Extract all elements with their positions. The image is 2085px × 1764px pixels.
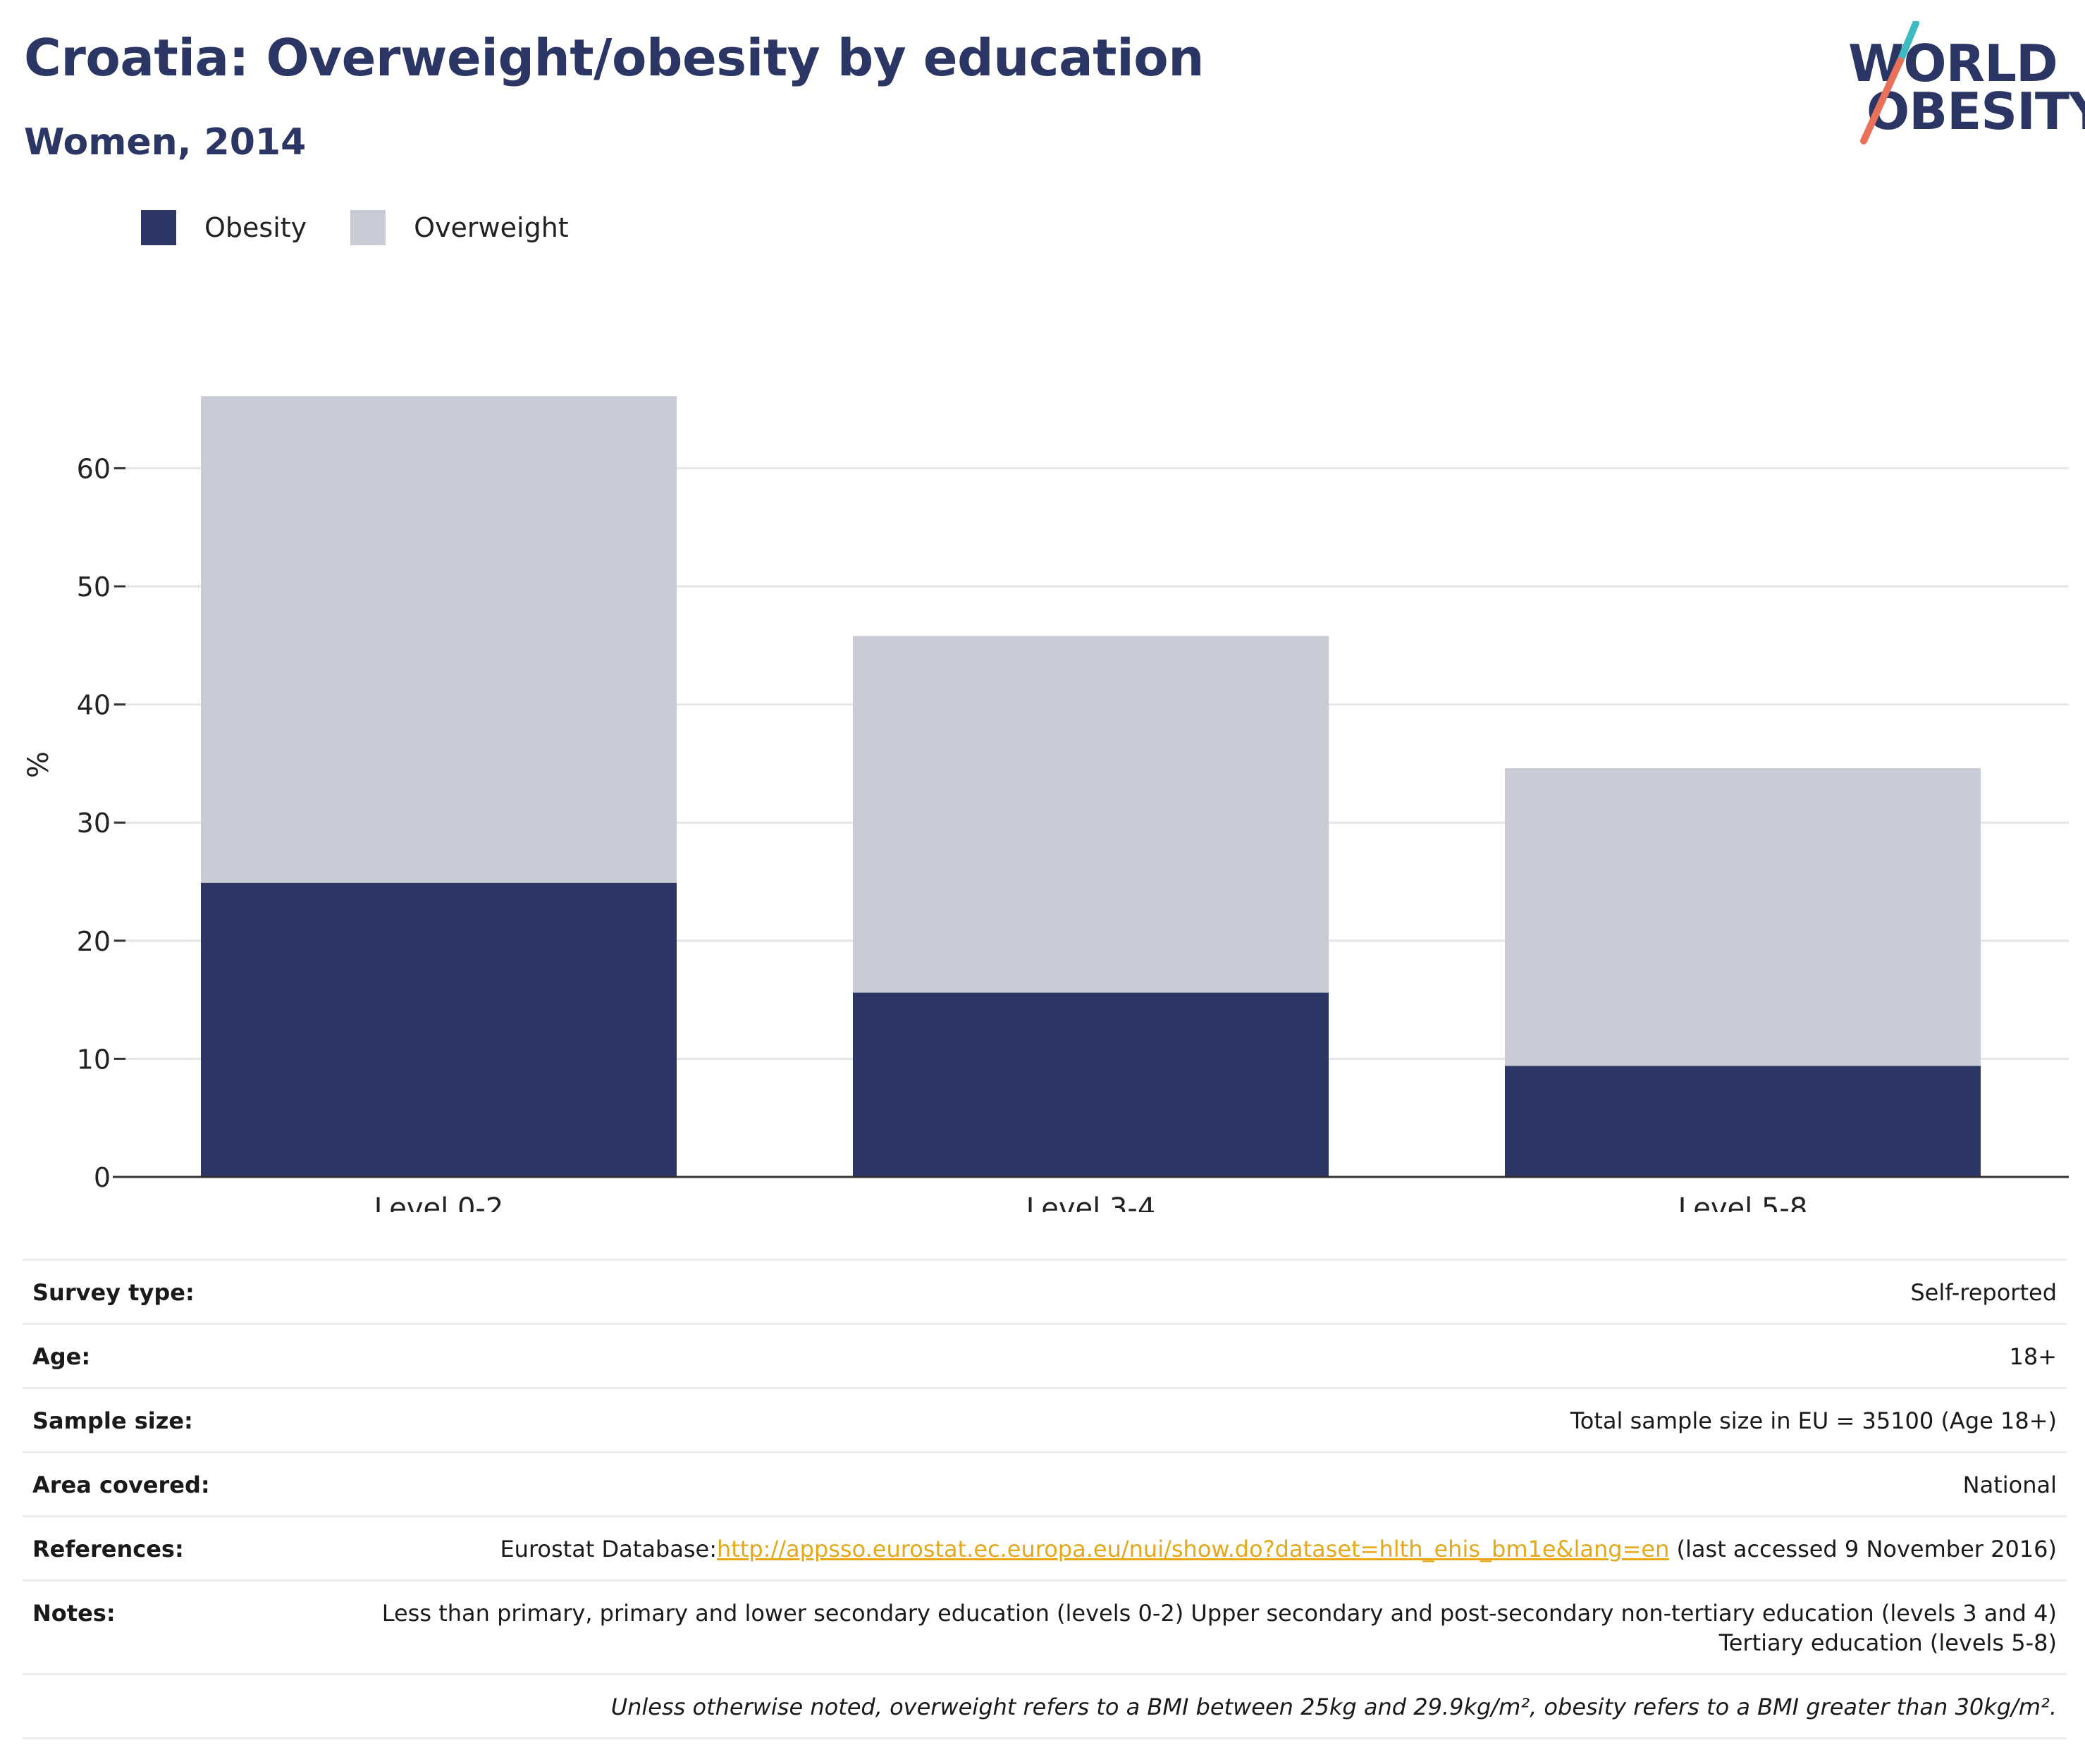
footnote-spacer: [23, 1674, 338, 1739]
info-row-age: Age: 18+: [23, 1324, 2067, 1388]
logo-text-world: WORLD: [1848, 34, 2058, 93]
info-row-footnote: Unless otherwise noted, overweight refer…: [23, 1674, 2067, 1739]
notes-label: Notes:: [32, 1600, 116, 1627]
bar-obesity-1[interactable]: [201, 882, 677, 1177]
legend-item-overweight[interactable]: Overweight: [350, 210, 569, 245]
y-tick-label: 50: [77, 572, 111, 603]
info-row-sample-size: Sample size: Total sample size in EU = 3…: [23, 1388, 2067, 1452]
y-axis-title: %: [23, 751, 55, 778]
references-prefix: Eurostat Database:: [500, 1536, 717, 1562]
sample-size-label: Sample size:: [32, 1407, 193, 1434]
chart-legend: Obesity Overweight: [141, 210, 613, 245]
references-value: Eurostat Database:http://appsso.eurostat…: [338, 1517, 2067, 1581]
info-row-notes: Notes: Less than primary, primary and lo…: [23, 1580, 2067, 1674]
world-obesity-logo: WORLD OBESITY: [1833, 21, 2085, 155]
y-tick-label: 40: [77, 690, 111, 721]
chart-title: Croatia: Overweight/obesity by education: [24, 28, 1205, 87]
bar-overweight-3[interactable]: [1505, 768, 1981, 1066]
bar-obesity-2[interactable]: [853, 992, 1329, 1177]
eurostat-reference-link[interactable]: http://appsso.eurostat.ec.europa.eu/nui/…: [716, 1536, 1670, 1562]
logo-text-obesity: OBESITY: [1866, 82, 2085, 141]
survey-type-value: Self-reported: [1910, 1279, 2057, 1306]
info-row-area-covered: Area covered: National: [23, 1452, 2067, 1517]
y-tick-label: 0: [94, 1162, 111, 1193]
legend-item-obesity[interactable]: Obesity: [141, 210, 307, 245]
legend-swatch-overweight: [350, 210, 386, 245]
references-label: References:: [32, 1536, 184, 1562]
legend-label-overweight: Overweight: [414, 212, 569, 243]
bars: [201, 396, 1981, 1177]
info-row-survey-type: Survey type: Self-reported: [23, 1259, 2067, 1324]
y-tick-label: 20: [77, 926, 111, 957]
legend-swatch-obesity: [141, 210, 176, 245]
survey-info-table: Survey type: Self-reported Age: 18+ Samp…: [23, 1259, 2067, 1739]
references-suffix: (last accessed 9 November 2016): [1669, 1536, 2057, 1562]
bmi-definition-footnote: Unless otherwise noted, overweight refer…: [610, 1694, 2057, 1720]
sample-size-value: Total sample size in EU = 35100 (Age 18+…: [1570, 1407, 2057, 1434]
x-tick-label: Level 5-8: [1678, 1192, 1808, 1212]
age-value: 18+: [2009, 1343, 2057, 1370]
age-label: Age:: [32, 1343, 91, 1370]
bar-obesity-3[interactable]: [1505, 1066, 1981, 1177]
info-row-references: References: Eurostat Database:http://app…: [23, 1516, 2067, 1581]
y-tick-label: 10: [77, 1044, 111, 1075]
stacked-bar-chart: 0 10 20 30 40 50 60 Level 0-2 Level 3-4 Level 5-8…: [23, 396, 2069, 1212]
axes: 0 10 20 30 40 50 60 Level 0-2 Level 3-4 Level 5-8: [77, 453, 2069, 1212]
area-covered-label: Area covered:: [32, 1472, 210, 1498]
y-tick-label: 60: [77, 453, 111, 484]
area-covered-value: National: [1962, 1472, 2057, 1498]
legend-label-obesity: Obesity: [204, 212, 307, 243]
bar-overweight-2[interactable]: [853, 636, 1329, 993]
bar-overweight-1[interactable]: [201, 396, 677, 883]
notes-value: Less than primary, primary and lower sec…: [381, 1600, 2057, 1656]
x-tick-label: Level 0-2: [374, 1192, 504, 1212]
y-tick-label: 30: [77, 808, 111, 839]
survey-type-label: Survey type:: [32, 1279, 195, 1306]
logo-slash-icon: [1860, 21, 1919, 144]
x-tick-label: Level 3-4: [1026, 1192, 1156, 1212]
chart-subtitle: Women, 2014: [24, 121, 307, 164]
